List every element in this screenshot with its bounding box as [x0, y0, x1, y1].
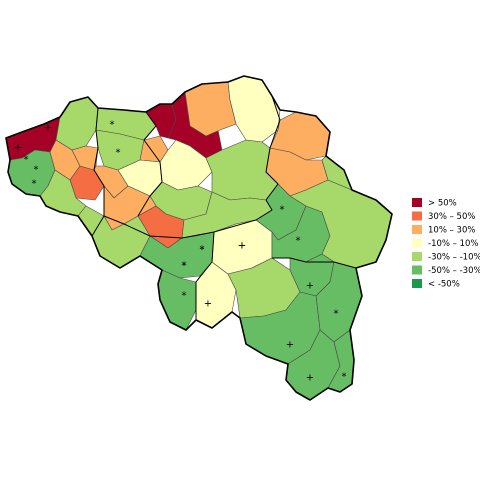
legend-swatch-p30_50 — [412, 211, 422, 221]
marker-asterisk: * — [280, 205, 285, 216]
legend-swatch-gt50 — [412, 198, 422, 207]
region-light-green-west-north — [55, 96, 99, 151]
marker-asterisk: * — [110, 120, 115, 131]
marker-plus: + — [238, 241, 246, 252]
marker-plus: + — [306, 281, 314, 292]
marker-plus: + — [204, 299, 212, 310]
legend-label-gt50: > 50% — [428, 199, 457, 209]
marker-asterisk: * — [182, 261, 187, 272]
marker-plus: + — [238, 241, 246, 252]
legend-label-p10_30: 10% – 30% — [428, 226, 475, 236]
legend: > 50% 30% – 50% 10% – 30% -10% – 10% -30% – … — [412, 198, 480, 290]
significance-markers: ++*****++***+**++**+** — [14, 120, 347, 384]
legend-swatch-p10_30 — [412, 225, 422, 234]
marker-asterisk: * — [24, 155, 29, 166]
marker-asterisk: * — [182, 291, 187, 302]
marker-asterisk: * — [342, 372, 347, 383]
legend-swatch-m50_m30 — [412, 265, 422, 275]
marker-plus: + — [286, 340, 294, 351]
legend-label-m50_m30: -50% – -30% — [428, 266, 480, 276]
marker-plus: + — [44, 123, 52, 134]
marker-asterisk: * — [296, 236, 301, 247]
legend-label-m30_m10: -30% – -10% — [428, 253, 480, 263]
region-dark-green-hainaut-south — [157, 269, 197, 331]
legend-swatch-m10_10 — [412, 238, 422, 248]
map-regions — [5, 75, 393, 401]
region-yellow-antwerp-northeast — [227, 75, 281, 143]
marker-asterisk: * — [334, 309, 339, 320]
marker-asterisk: * — [200, 245, 205, 256]
marker-asterisk: * — [34, 165, 39, 176]
legend-label-p30_50: 30% – 50% — [428, 212, 475, 222]
marker-asterisk: * — [32, 179, 37, 190]
marker-asterisk: * — [182, 261, 187, 272]
marker-asterisk: * — [116, 148, 121, 159]
legend-swatch-m30_m10 — [412, 252, 422, 261]
country-outline — [5, 75, 393, 401]
legend-label-m10_10: -10% – 10% — [428, 239, 479, 249]
marker-asterisk: * — [200, 245, 205, 256]
marker-plus: + — [14, 143, 22, 154]
region-orange-antwerp-north — [184, 81, 237, 137]
legend-label-lt_m50: < -50% — [428, 280, 460, 290]
marker-plus: + — [306, 373, 314, 384]
legend-swatch-lt_m50 — [412, 279, 422, 288]
province-borders — [91, 95, 357, 320]
